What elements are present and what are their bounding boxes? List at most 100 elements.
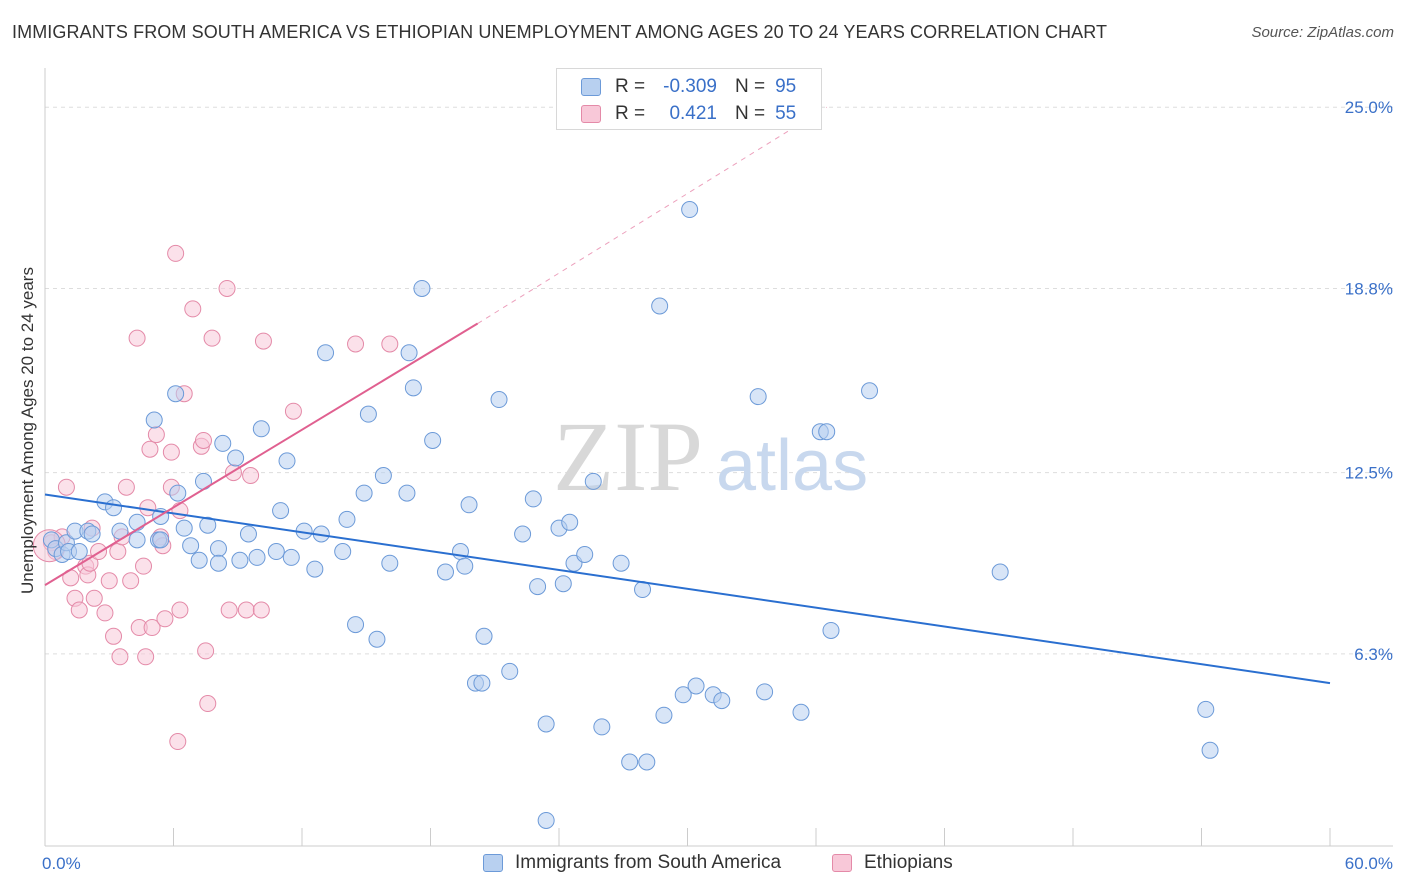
south-america-point [749, 388, 767, 406]
south-america-point [612, 554, 630, 572]
south-america-point [83, 525, 101, 543]
ethiopians-point [171, 502, 189, 520]
legend-label-south-america: Immigrants from South America [515, 852, 782, 873]
south-america-point [524, 490, 542, 508]
south-america-point [398, 484, 416, 502]
south-america-point [1201, 741, 1219, 759]
legend-r-value-blue: -0.309 [663, 76, 717, 97]
south-america-point [70, 543, 88, 561]
south-america-point [338, 510, 356, 528]
legend-n-value-blue: 95 [775, 76, 797, 97]
south-america-point [306, 560, 324, 578]
south-america-point [317, 344, 335, 362]
x-tick-label-max: 60.0% [1345, 854, 1393, 873]
south-america-point [214, 434, 232, 452]
ethiopians-point [237, 601, 255, 619]
south-america-point [209, 540, 227, 558]
watermark-zip: ZIP [553, 401, 703, 512]
y-axis-label: Unemployment Among Ages 20 to 24 years [18, 267, 37, 594]
south-america-point [248, 548, 266, 566]
south-america-point [655, 706, 673, 724]
south-america-point [554, 575, 572, 593]
ethiopians-point [220, 601, 238, 619]
south-america-point [105, 499, 123, 517]
south-america-point [1197, 700, 1215, 718]
legend-label-ethiopians: Ethiopians [864, 852, 953, 873]
ethiopians-point [169, 733, 187, 751]
y-tick-label: 12.5% [1345, 464, 1393, 483]
legend-item-south-america[interactable]: Immigrants from South America [483, 852, 781, 874]
south-america-point [514, 525, 532, 543]
south-america-point [460, 496, 478, 514]
ethiopians-point [105, 627, 123, 645]
south-america-point [182, 537, 200, 555]
south-america-point [651, 297, 669, 315]
legend-item-ethiopians[interactable]: Ethiopians [832, 852, 953, 874]
south-america-point [713, 692, 731, 710]
south-america-points [42, 201, 1219, 829]
south-america-point [167, 385, 185, 403]
ethiopians-point [199, 695, 217, 713]
legend-swatch-pink [581, 105, 601, 123]
south-america-point [278, 452, 296, 470]
ethiopians-point [85, 589, 103, 607]
ethiopians-point [156, 610, 174, 628]
legend-swatch-south-america [483, 854, 503, 872]
south-america-point [473, 674, 491, 692]
south-america-point [239, 525, 257, 543]
south-america-point [576, 545, 594, 563]
legend-n-value-pink: 55 [775, 103, 797, 124]
south-america-point [199, 516, 217, 534]
south-america-point [413, 279, 431, 297]
south-america-point [145, 411, 163, 429]
ethiopians-point [96, 604, 114, 622]
ethiopians-point [194, 431, 212, 449]
south-america-point [687, 677, 705, 695]
legend-r-value-pink: 0.421 [669, 103, 717, 124]
south-america-point [175, 519, 193, 537]
ethiopians-point [252, 601, 270, 619]
ethiopians-point [218, 279, 236, 297]
south-america-point [404, 379, 422, 397]
legend-r-label: R = [615, 76, 646, 97]
south-america-point [991, 563, 1009, 581]
ethiopians-point [137, 648, 155, 666]
south-america-point [681, 201, 699, 219]
south-america-point [561, 513, 579, 531]
south-america-point [490, 391, 508, 409]
x-tick-label-min: 0.0% [42, 854, 81, 873]
south-america-point [792, 703, 810, 721]
south-america-point [861, 382, 879, 400]
south-america-point [374, 467, 392, 485]
south-america-point [584, 472, 602, 490]
south-america-point [128, 513, 146, 531]
legend-r-label: R = [615, 103, 646, 124]
watermark-atlas: atlas [716, 426, 868, 506]
legend-swatch-blue [581, 78, 601, 96]
south-america-point [152, 531, 170, 549]
grid-lines [45, 106, 1393, 655]
ethiopians-point [242, 467, 260, 485]
south-america-point [424, 431, 442, 449]
south-america-point [529, 578, 547, 596]
south-america-point [190, 551, 208, 569]
south-america-point [621, 753, 639, 771]
south-america-point [282, 548, 300, 566]
source-label: Source: ZipAtlas.com [1251, 24, 1394, 41]
south-america-point [231, 551, 249, 569]
south-america-point [400, 344, 418, 362]
ethiopians-point [109, 543, 127, 561]
south-america-point [368, 630, 386, 648]
south-america-point [267, 543, 285, 561]
south-america-point [169, 484, 187, 502]
south-america-point [355, 484, 373, 502]
south-america-point [128, 531, 146, 549]
south-america-point [209, 554, 227, 572]
ethiopians-trend-line [44, 322, 479, 587]
south-america-point [436, 563, 454, 581]
ethiopians-point [203, 329, 221, 347]
watermark: ZIP atlas [553, 401, 868, 512]
south-america-point [252, 420, 270, 438]
south-america-point [334, 543, 352, 561]
legend-swatch-ethiopians [832, 854, 852, 872]
